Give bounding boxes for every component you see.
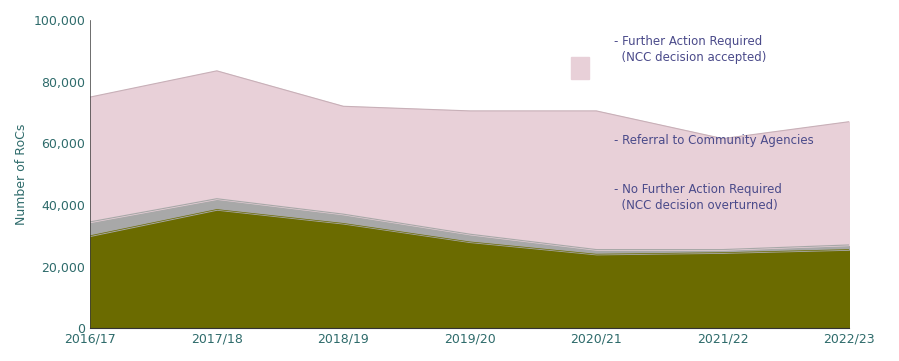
Text: - No Further Action Required
  (NCC decision overturned): - No Further Action Required (NCC decisi… [614,183,782,212]
Y-axis label: Number of RoCs: Number of RoCs [15,123,28,225]
Text: - Referral to Community Agencies: - Referral to Community Agencies [614,134,814,147]
Text: - Further Action Required
  (NCC decision accepted): - Further Action Required (NCC decision … [614,35,766,64]
